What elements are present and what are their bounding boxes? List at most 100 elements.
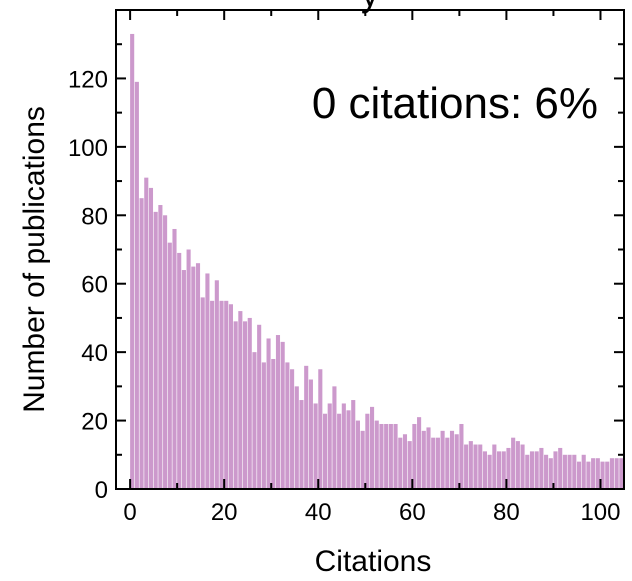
histogram-bar [511,437,516,489]
histogram-bar [609,458,614,489]
y-tick-label: 100 [68,135,108,162]
y-tick-label: 60 [81,272,108,299]
histogram-bar [261,362,266,489]
y-tick-label: 20 [81,409,108,436]
x-tick-label: 80 [493,499,520,526]
histogram-bar [417,417,422,489]
histogram-bar [257,324,262,489]
histogram-bar [252,352,257,489]
histogram-bar [181,270,186,489]
histogram-bar [134,81,139,489]
histogram-bar [360,430,365,489]
histogram-bar [172,228,177,489]
histogram-bar [243,321,248,489]
histogram-bar [341,403,346,489]
histogram-bar [468,441,473,489]
histogram-bar [482,451,487,489]
histogram-bar [275,335,281,489]
histogram-bar [370,406,375,489]
histogram-bar [233,321,238,489]
histogram-bar [167,242,172,489]
x-axis-title: Citations [315,545,432,578]
histogram-bar [572,454,577,489]
tick-labels: 0 20 40 60 80 100 0 20 40 60 80 100 120 [68,66,621,526]
histogram-bar [337,413,342,489]
histogram-bar [525,454,530,489]
histogram-bar [219,300,224,489]
y-tick-label: 40 [81,340,108,367]
histogram-bar [266,338,271,489]
histogram-bar [529,451,535,489]
histogram-bar [280,341,285,489]
x-tick-label: 60 [399,499,426,526]
x-tick-label: 100 [580,499,620,526]
histogram-bar [497,451,502,489]
y-axis-title: Number of publications [18,106,51,413]
histogram-bar [576,461,582,489]
histogram-bar [210,300,215,489]
histogram-bar [445,437,450,489]
y-tick-label: 0 [95,477,108,504]
histogram-bar [186,249,191,489]
histogram-bar [402,434,408,489]
histogram-bar [214,280,219,489]
histogram-bar [398,437,403,489]
histogram-bar [200,297,205,489]
axis-ticks [116,9,624,490]
histogram-bar [487,454,492,489]
histogram-bar [332,386,337,489]
histogram-bar [459,423,464,489]
histogram-bar [506,447,511,489]
histogram-bar [224,300,229,489]
histogram-bar [431,437,436,489]
histogram-bar [299,400,304,489]
y-tick-label: 80 [81,203,108,230]
histogram-bar [435,437,440,489]
histogram-bar [591,458,596,489]
histogram-bar [355,420,360,489]
histogram-bar [412,423,417,489]
histogram-bar [148,187,154,489]
zero-citations-annotation: 0 citations: 6% [312,79,598,128]
histogram-bar [318,369,323,489]
histogram-bar [228,304,233,489]
histogram-bar [454,434,459,489]
histogram-bar [562,454,567,489]
histogram-bar [605,461,610,489]
histogram-bar [492,444,497,489]
histogram-bar [327,403,332,489]
histogram-bar [144,177,149,489]
histogram-bar [544,454,549,489]
histogram-bar [393,423,398,489]
histogram-bar [247,317,252,489]
x-tick-label: 0 [123,499,136,526]
histogram-bar [534,451,539,489]
histogram-bar [205,273,210,489]
histogram-bar [520,444,525,489]
histogram-bar [365,413,370,489]
histogram-bar [384,423,389,489]
histogram-bar [285,362,290,489]
x-tick-label: 40 [305,499,332,526]
histogram-bar [238,311,243,489]
histogram-bar [139,198,144,489]
histogram-bar [421,430,426,489]
histogram-bar [619,458,624,489]
histogram-bar [595,458,600,489]
histogram-bar [581,454,586,489]
histogram-bar [407,441,412,489]
histogram-bar [346,410,351,489]
histogram-bar [130,33,135,489]
histogram-bar [271,358,276,489]
histogram-bar [322,413,328,489]
histogram-bar [539,447,544,489]
histogram-bar [195,263,201,489]
histogram-bar [153,211,158,489]
histogram-bar [449,430,455,489]
histogram-bar [586,461,591,489]
histogram-bar [351,400,356,489]
histogram-bar [473,444,478,489]
histogram-bar [290,369,295,489]
histogram-bar [379,423,384,489]
